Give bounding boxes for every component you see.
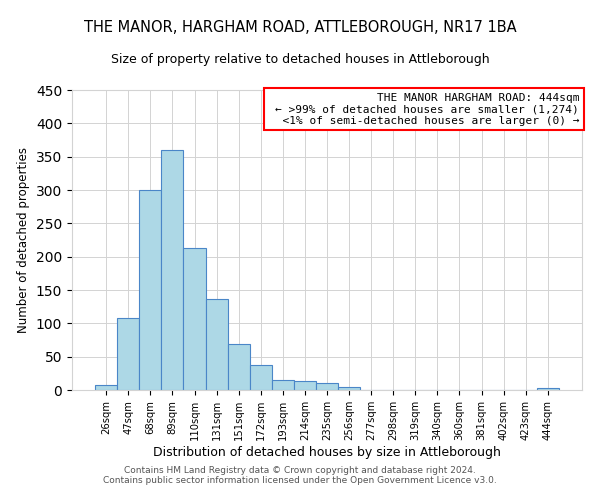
Y-axis label: Number of detached properties: Number of detached properties xyxy=(17,147,31,333)
Bar xyxy=(294,382,316,390)
Bar xyxy=(95,384,117,390)
Text: THE MANOR HARGHAM ROAD: 444sqm
← >99% of detached houses are smaller (1,274)
  <: THE MANOR HARGHAM ROAD: 444sqm ← >99% of… xyxy=(269,93,579,126)
Bar xyxy=(206,300,227,390)
Bar xyxy=(184,248,206,390)
Text: THE MANOR, HARGHAM ROAD, ATTLEBOROUGH, NR17 1BA: THE MANOR, HARGHAM ROAD, ATTLEBOROUGH, N… xyxy=(83,20,517,35)
X-axis label: Distribution of detached houses by size in Attleborough: Distribution of detached houses by size … xyxy=(153,446,501,458)
Text: Size of property relative to detached houses in Attleborough: Size of property relative to detached ho… xyxy=(110,52,490,66)
Bar xyxy=(272,380,294,390)
Bar xyxy=(316,384,338,390)
Bar xyxy=(537,388,559,390)
Bar xyxy=(139,190,161,390)
Bar xyxy=(338,386,360,390)
Bar xyxy=(227,344,250,390)
Bar xyxy=(117,318,139,390)
Text: Contains HM Land Registry data © Crown copyright and database right 2024.
Contai: Contains HM Land Registry data © Crown c… xyxy=(103,466,497,485)
Bar xyxy=(250,364,272,390)
Bar xyxy=(161,150,184,390)
